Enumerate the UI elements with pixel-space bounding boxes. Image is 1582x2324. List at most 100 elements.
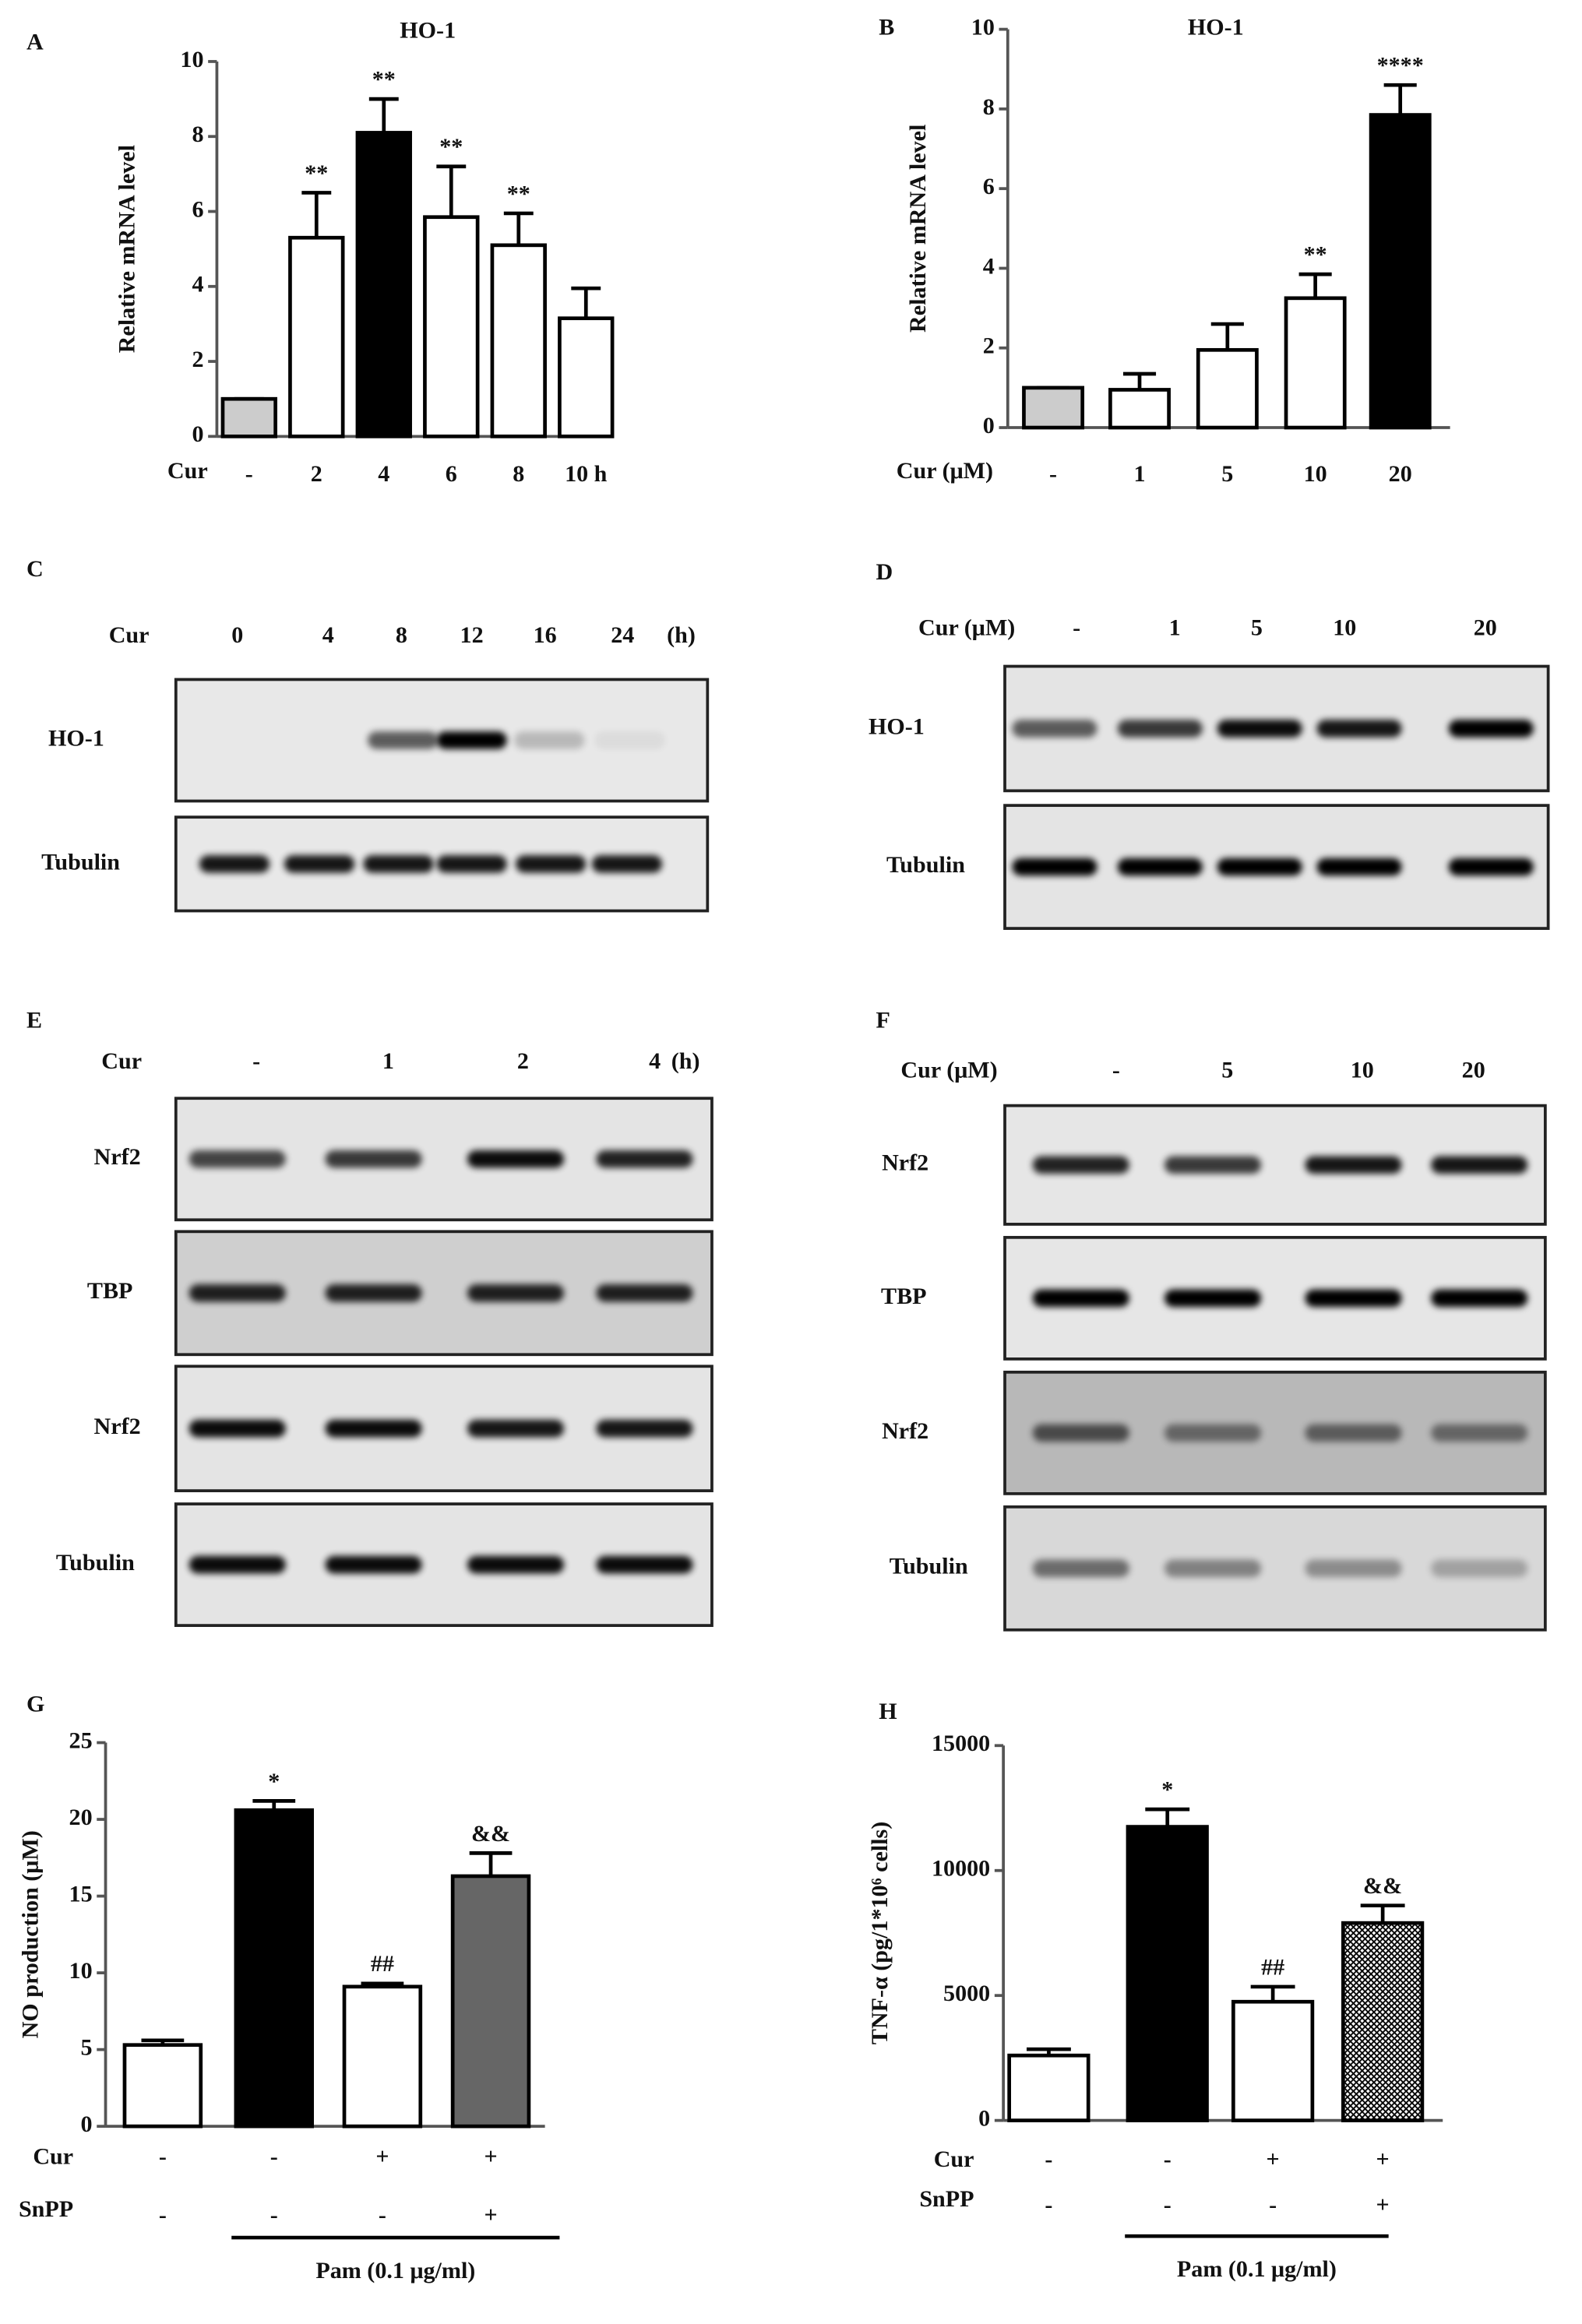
bar [1108, 388, 1171, 430]
treatment-sign: - [270, 2143, 278, 2169]
blot-band [467, 1284, 565, 1302]
panel-label: D [876, 558, 893, 585]
lane-label: 20 [1462, 1056, 1485, 1083]
blot-band [1431, 1559, 1528, 1578]
blot-band [1305, 1559, 1402, 1578]
treatment-label: Cur (μM) [900, 1056, 997, 1083]
blot-band [1164, 1156, 1262, 1174]
y-tick-label: 20 [69, 1804, 93, 1830]
significance-label: && [471, 1820, 510, 1847]
y-tick-label: 10000 [932, 1855, 990, 1882]
panel-label: F [876, 1006, 890, 1033]
y-tick-label: 8 [192, 121, 203, 147]
bar [1284, 296, 1347, 430]
y-axis-label: Relative mRNA level [114, 145, 140, 353]
blot-band [1032, 1156, 1129, 1174]
blot-band [1431, 1289, 1528, 1308]
treatment-label: Cur [109, 621, 150, 648]
y-axis-label: TNF-α (pg/1*10⁶ cells) [866, 1822, 893, 2044]
blot-band [1164, 1424, 1262, 1442]
blot-band [516, 855, 587, 873]
blot-band [596, 1419, 693, 1438]
blot-band [1032, 1559, 1129, 1578]
x-tick-label: 8 [513, 460, 524, 487]
panel-label: B [879, 14, 894, 40]
x-tick-label: - [1049, 460, 1057, 487]
row-label: Tubulin [890, 1553, 968, 1579]
blot-band [514, 731, 585, 749]
bar [122, 2043, 203, 2129]
bar [1231, 1999, 1315, 2122]
lane-label: - [1112, 1056, 1120, 1083]
blot-band [1305, 1156, 1402, 1174]
x-tick-label: 5 [1221, 460, 1233, 487]
blot-band [1012, 720, 1098, 738]
lane-label: 1 [382, 1048, 394, 1074]
blot-band [1117, 857, 1203, 876]
y-tick-label: 15 [69, 1880, 93, 1907]
row-label: Cur [934, 2146, 974, 2172]
bar [1369, 113, 1432, 430]
lane-label: 1 [1169, 614, 1181, 640]
y-tick-label: 6 [192, 195, 203, 222]
y-tick-label: 5 [81, 2034, 93, 2061]
significance-label: * [1161, 1776, 1173, 1802]
treatment-sign: - [1269, 2191, 1277, 2217]
lane-label: 5 [1251, 614, 1263, 640]
treatment-sign: - [379, 2202, 386, 2228]
blot-band [467, 1419, 565, 1438]
blot-band [325, 1419, 422, 1438]
panel-label: A [26, 28, 44, 55]
y-axis-label: NO production (μM) [16, 1830, 43, 2038]
blot-band [596, 1555, 693, 1574]
y-axis-label: Relative mRNA level [904, 125, 931, 333]
treatment-sign: - [1164, 2191, 1172, 2217]
row-label: SnPP [919, 2185, 974, 2212]
bar [423, 215, 480, 438]
blot-band [591, 855, 663, 873]
lane-label: 16 [534, 621, 557, 648]
bar [220, 396, 277, 438]
lane-label: 10 [1351, 1056, 1374, 1083]
x-tick-label: 2 [311, 460, 322, 487]
bar [1341, 1921, 1425, 2122]
blot-band [1164, 1559, 1262, 1578]
y-tick-label: 5000 [943, 1980, 990, 2006]
blot-band [1305, 1424, 1402, 1442]
significance-label: ** [507, 180, 530, 206]
y-tick-label: 4 [983, 252, 995, 279]
bar [355, 131, 412, 438]
blot-band [1032, 1289, 1129, 1308]
blot-band [1117, 720, 1203, 738]
blot-band [596, 1150, 693, 1168]
blot-band [284, 855, 355, 873]
bar [1007, 2053, 1090, 2122]
x-tick-label: 10 [1304, 460, 1327, 487]
treatment-sign: - [159, 2143, 167, 2169]
x-tick-label: 10 h [565, 460, 608, 487]
blot-band [189, 1419, 286, 1438]
y-tick-label: 25 [69, 1727, 93, 1753]
blot-band [325, 1284, 422, 1302]
row-label: HO-1 [869, 713, 925, 739]
lane-label: - [252, 1048, 260, 1074]
treatment-sign: - [270, 2202, 278, 2228]
significance-label: ## [1261, 1953, 1284, 1980]
x-tick-label: 20 [1389, 460, 1412, 487]
blot-band [1448, 857, 1534, 876]
x-axis-label: Cur (μM) [897, 457, 993, 484]
blot-band [199, 855, 270, 873]
bracket-label: Pam (0.1 μg/ml) [1177, 2255, 1337, 2282]
y-tick-label: 8 [983, 93, 995, 120]
y-tick-label: 4 [192, 271, 203, 298]
significance-label: **** [1377, 52, 1424, 79]
bar [234, 1808, 314, 2129]
unit-label: (h) [671, 1048, 700, 1074]
lane-label: 0 [231, 621, 243, 648]
blot-band [368, 731, 439, 749]
significance-label: ** [439, 133, 463, 160]
y-tick-label: 2 [983, 333, 995, 359]
blot-band [1431, 1424, 1528, 1442]
lane-label: 5 [1221, 1056, 1233, 1083]
